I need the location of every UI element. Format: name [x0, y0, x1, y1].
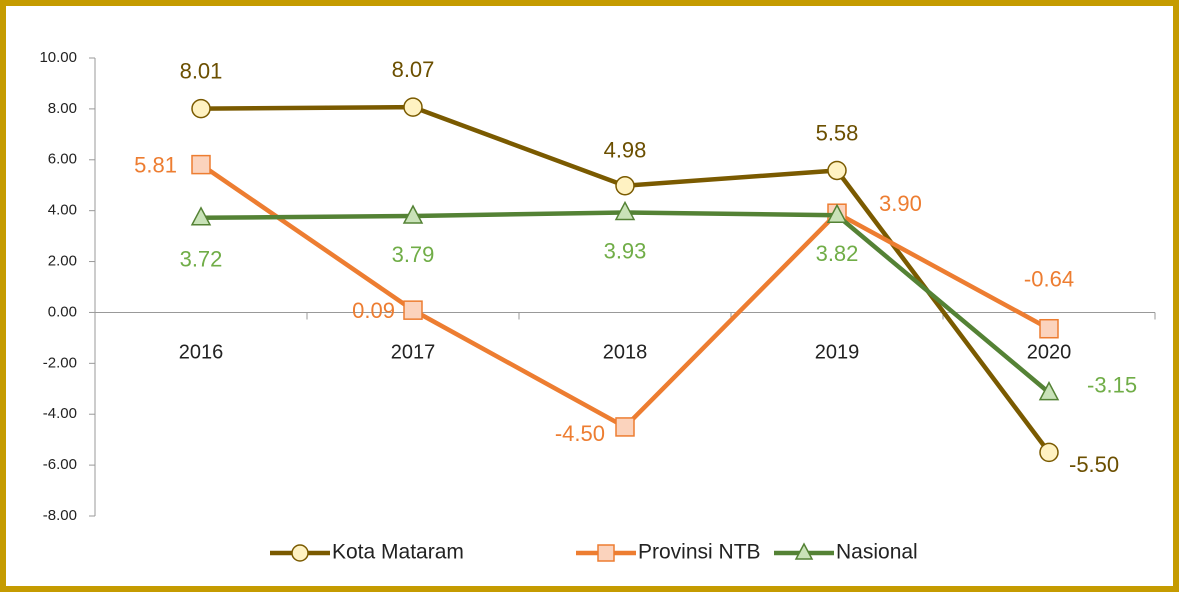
data-label: 3.79	[392, 242, 435, 267]
x-tick-label: 2017	[391, 341, 436, 363]
point-marker	[1039, 442, 1059, 463]
y-tick-label: 8.00	[48, 100, 77, 117]
point-marker	[615, 175, 635, 196]
point-marker	[1039, 318, 1059, 339]
point-marker	[827, 160, 847, 181]
y-tick-label: 6.00	[48, 151, 77, 168]
y-tick-label: 2.00	[48, 253, 77, 270]
data-label: -0.64	[1024, 267, 1074, 292]
point-marker	[190, 206, 212, 226]
legend-label: Provinsi NTB	[638, 541, 761, 564]
y-tick-label: 4.00	[48, 202, 77, 219]
legend-marker	[794, 542, 814, 560]
data-label: -3.15	[1087, 372, 1137, 397]
legend-label: Kota Mataram	[332, 541, 464, 564]
point-marker	[826, 203, 848, 223]
data-label: 3.82	[816, 241, 859, 266]
point-marker	[615, 417, 635, 437]
x-tick-label: 2020	[1027, 341, 1072, 363]
data-label: 8.07	[392, 57, 435, 82]
point-marker	[191, 154, 211, 175]
y-tick-label: 10.00	[39, 49, 77, 66]
data-label: 0.09	[352, 298, 395, 323]
x-tick-label: 2019	[815, 341, 860, 363]
point-marker	[403, 300, 423, 320]
data-label: 3.90	[879, 191, 922, 216]
point-marker	[403, 97, 423, 117]
legend-label: Nasional	[836, 541, 918, 564]
point-marker	[191, 98, 211, 119]
data-label: -5.50	[1069, 452, 1119, 477]
legend-marker	[291, 544, 309, 562]
y-tick-label: -6.00	[43, 456, 77, 473]
data-label: 3.93	[604, 238, 647, 263]
legend-marker	[597, 544, 615, 562]
y-tick-label: -2.00	[43, 354, 77, 371]
point-marker	[402, 204, 424, 224]
x-tick-label: 2018	[603, 341, 648, 363]
data-label: 5.58	[816, 120, 859, 145]
y-tick-label: -8.00	[43, 507, 77, 524]
point-marker	[1038, 380, 1060, 401]
y-tick-label: -4.00	[43, 405, 77, 422]
data-label: 3.72	[180, 247, 223, 272]
x-tick-label: 2016	[179, 341, 224, 363]
data-label: 8.01	[180, 58, 223, 83]
data-label: -4.50	[555, 421, 605, 446]
y-tick-label: 0.00	[48, 303, 77, 320]
data-label: 4.98	[604, 138, 647, 163]
data-label: 5.81	[134, 152, 177, 177]
point-marker	[614, 200, 636, 221]
